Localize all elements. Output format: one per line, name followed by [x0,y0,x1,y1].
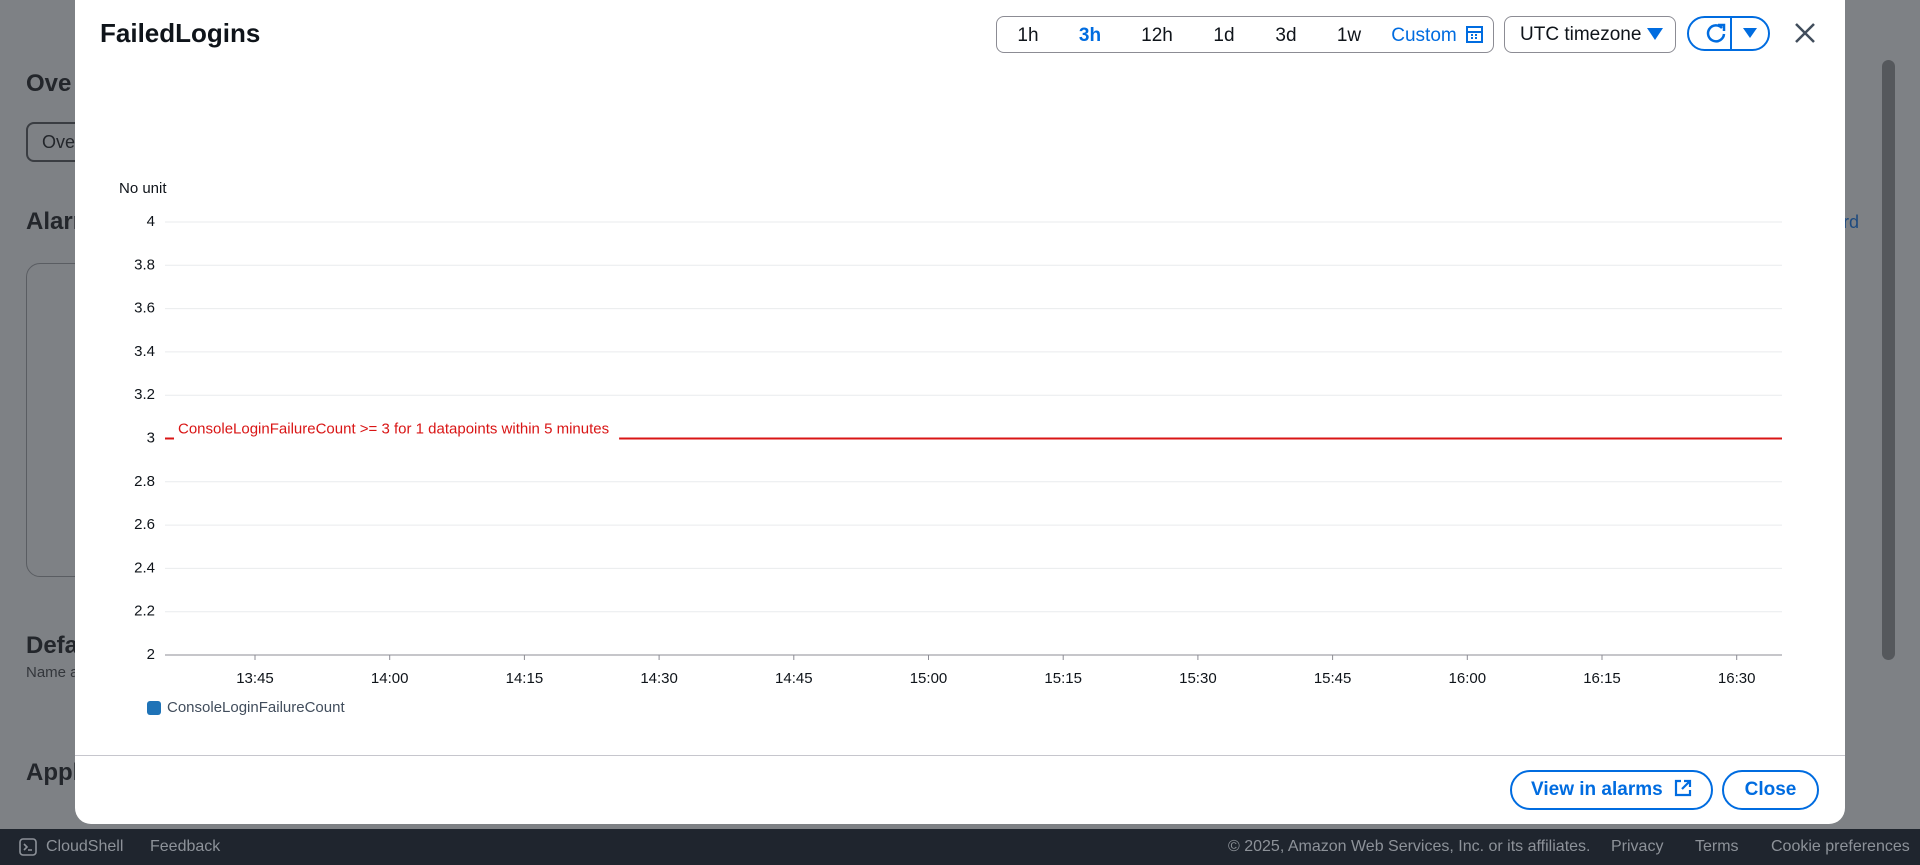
close-button[interactable]: Close [1722,770,1819,810]
close-icon[interactable] [1794,22,1816,44]
x-tick-label: 16:30 [1718,670,1756,687]
x-tick-label: 15:00 [910,670,948,687]
legend-label: ConsoleLoginFailureCount [167,699,345,716]
x-tick-label: 14:15 [506,670,544,687]
x-tick-label: 16:15 [1583,670,1621,687]
timezone-label: UTC timezone [1520,24,1642,45]
y-tick-label: 2.4 [134,559,155,576]
caret [1647,28,1663,40]
footer-link[interactable]: Privacy [1611,838,1664,855]
bg-text: Appl [26,759,80,786]
scrollbar [1882,60,1895,660]
external-icon [1674,779,1692,797]
y-tick-label: 2.8 [134,473,155,490]
y-tick-label: 4 [147,213,155,230]
range-button[interactable]: 12h [1141,25,1173,46]
y-tick-label: 3 [147,429,155,446]
timezone-select[interactable]: UTC timezone [1504,16,1676,53]
x-tick-label: 15:30 [1179,670,1217,687]
y-tick-label: 2 [147,646,155,663]
copyright: © 2025, Amazon Web Services, Inc. or its… [1228,838,1591,855]
footer-link[interactable]: Terms [1695,838,1739,855]
calendar-icon [1466,26,1483,43]
y-axis-label: No unit [119,180,167,197]
threshold-label: ConsoleLoginFailureCount >= 3 for 1 data… [178,420,609,437]
bg-text: Ove [42,132,76,152]
range-button[interactable]: 3d [1275,25,1297,46]
y-tick-label: 2.6 [134,516,155,533]
range-button[interactable]: 1w [1336,25,1362,46]
x-tick-label: 15:45 [1314,670,1352,687]
x-tick-label: 15:15 [1044,670,1082,687]
footer-link[interactable]: Cookie preferences [1771,838,1910,855]
x-tick-label: 14:00 [371,670,409,687]
bg-text: Defa [26,632,79,659]
range-button[interactable]: Custom [1391,25,1457,46]
footer: CloudShell Feedback © 2025, Amazon Web S… [0,829,1920,865]
y-tick-label: 3.8 [134,256,155,273]
label-background [174,418,620,446]
view-in-alarms-button[interactable]: View in alarms [1510,770,1713,810]
time-range-group: 1h 3h 12h 1d 3d 1w Custom [996,16,1494,53]
x-tick-label: 16:00 [1449,670,1487,687]
y-tick-label: 3.6 [134,300,155,317]
x-tick-label: 13:45 [236,670,274,687]
range-button[interactable]: 1d [1213,25,1235,46]
range-button[interactable]: 3h [1078,25,1102,46]
refresh-icon [1706,18,1757,49]
modal-title: FailedLogins [100,18,261,48]
footer-link[interactable]: CloudShell [46,838,124,855]
modal: FailedLogins 1h 3h 12h 1d 3d 1w Custom U… [75,0,1845,824]
legend-swatch [147,701,161,715]
bg-text: rd [1843,212,1860,232]
y-tick-label: 2.2 [134,603,155,620]
x-tick-label: 14:30 [640,670,678,687]
refresh-button[interactable] [1687,16,1770,51]
bg-text: Name a [26,664,79,681]
chart: No unit 2 2.2 2.4 2.6 2.8 3 3.2 3.4 3.6 3.8 4 13:45… [119,180,1782,716]
y-tick-label: 3.4 [134,343,155,360]
bg-text: Ove [26,70,72,97]
footer-link[interactable]: Feedback [150,838,221,855]
x-tick-label: 14:45 [775,670,813,687]
cloudshell-icon [19,838,37,856]
divider [75,755,1845,756]
button-label: View in alarms [1531,779,1663,800]
range-button[interactable]: 1h [1017,25,1039,46]
y-tick-label: 3.2 [134,386,155,403]
